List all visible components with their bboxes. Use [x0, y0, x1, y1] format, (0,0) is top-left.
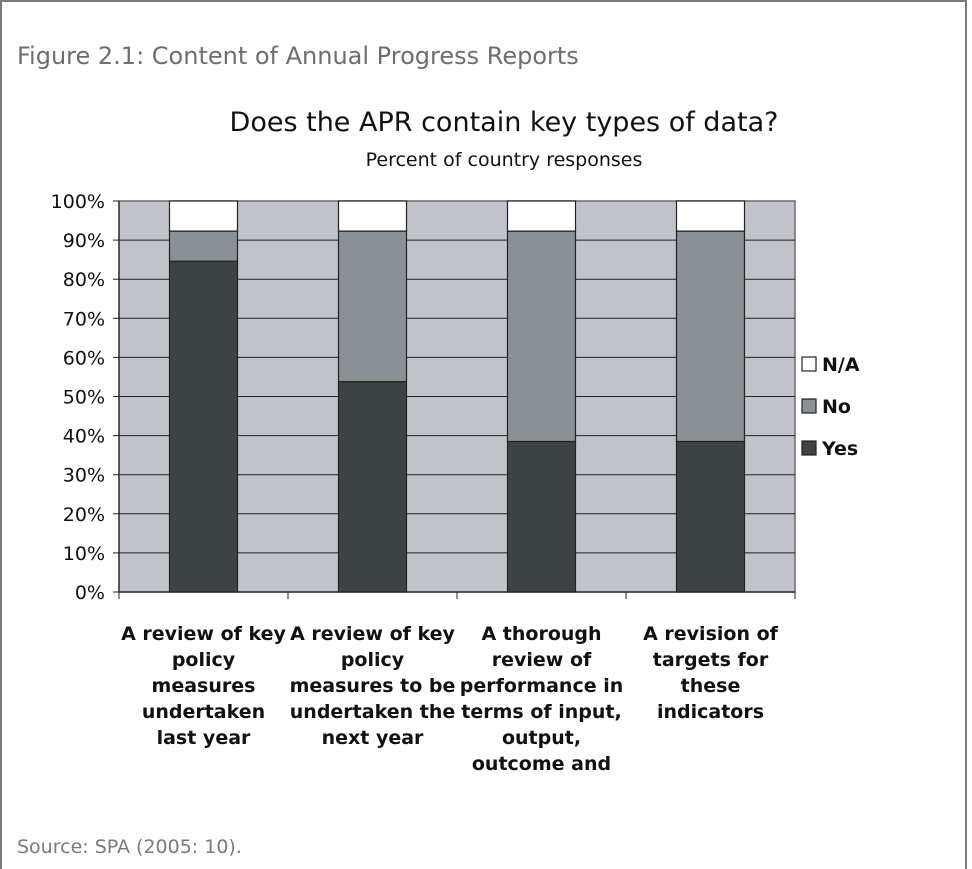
- chart-title: Does the APR contain key types of data?: [230, 107, 779, 138]
- bar-segment-na: [506, 200, 577, 232]
- figure-caption: Figure 2.1: Content of Annual Progress R…: [17, 42, 579, 70]
- bar-segment-yes: [337, 381, 408, 593]
- x-category-label: A thorough review of performance in terms o…: [460, 623, 624, 775]
- y-tick-label: 10%: [63, 543, 105, 565]
- chart-subtitle: Percent of country responses: [366, 149, 643, 171]
- legend-label: N/A: [822, 354, 860, 376]
- bar-segment-yes: [675, 440, 746, 593]
- bar-segment-na: [675, 200, 746, 232]
- bar-segment-yes: [506, 440, 577, 593]
- bar-segment-no: [168, 230, 239, 262]
- y-tick-label: 80%: [63, 269, 105, 291]
- y-tick-label: 40%: [63, 426, 105, 448]
- x-category-label: A review of key policy measures to be under…: [290, 623, 456, 749]
- legend-swatch: [801, 440, 817, 456]
- legend-label: No: [822, 396, 851, 418]
- bar-segment-yes: [168, 260, 239, 593]
- legend-swatch: [801, 398, 817, 414]
- y-tick-label: 20%: [63, 504, 105, 526]
- legend-label: Yes: [821, 438, 858, 460]
- y-tick-label: 50%: [63, 387, 105, 409]
- legend: N/A No Yes: [801, 354, 860, 460]
- y-tick-label: 70%: [63, 308, 105, 330]
- x-category-label: A review of key policy measures undertaken l…: [121, 623, 286, 749]
- legend-swatch: [801, 356, 817, 372]
- plot-area: 0% 10% 20% 30% 40% 50% 60% 70% 80% 90% 100% A revie…: [51, 191, 796, 775]
- x-category-label: A revision of targets for these indicators: [643, 623, 779, 723]
- y-tick-label: 0%: [75, 582, 105, 604]
- bar-segment-no: [506, 230, 577, 443]
- bar-segment-no: [337, 230, 408, 383]
- y-tick-label: 30%: [63, 465, 105, 487]
- y-tick-label: 60%: [63, 347, 105, 369]
- source-note: Source: SPA (2005: 10).: [17, 836, 242, 858]
- bar-segment-na: [168, 200, 239, 232]
- bar-segment-no: [675, 230, 746, 443]
- y-tick-label: 90%: [63, 230, 105, 252]
- bar-segment-na: [337, 200, 408, 232]
- y-tick-label: 100%: [51, 191, 105, 213]
